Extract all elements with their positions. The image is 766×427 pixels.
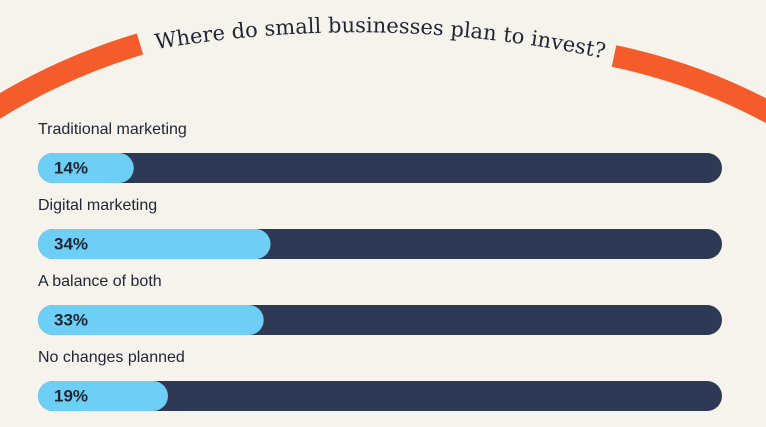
arc-right bbox=[611, 45, 766, 124]
category-label: Digital marketing bbox=[38, 197, 157, 214]
category-label: Traditional marketing bbox=[38, 121, 187, 138]
bar bbox=[38, 305, 264, 335]
category-label: No changes planned bbox=[38, 349, 185, 366]
bar bbox=[38, 153, 134, 183]
track bbox=[38, 381, 722, 411]
value-label: 19% bbox=[54, 386, 88, 405]
bar bbox=[38, 229, 271, 259]
value-label: 14% bbox=[54, 158, 88, 177]
arc-left bbox=[0, 33, 144, 119]
bar bbox=[38, 381, 168, 411]
value-label: 34% bbox=[54, 234, 88, 253]
category-label: A balance of both bbox=[38, 273, 162, 290]
value-label: 33% bbox=[54, 310, 88, 329]
track bbox=[38, 153, 722, 183]
